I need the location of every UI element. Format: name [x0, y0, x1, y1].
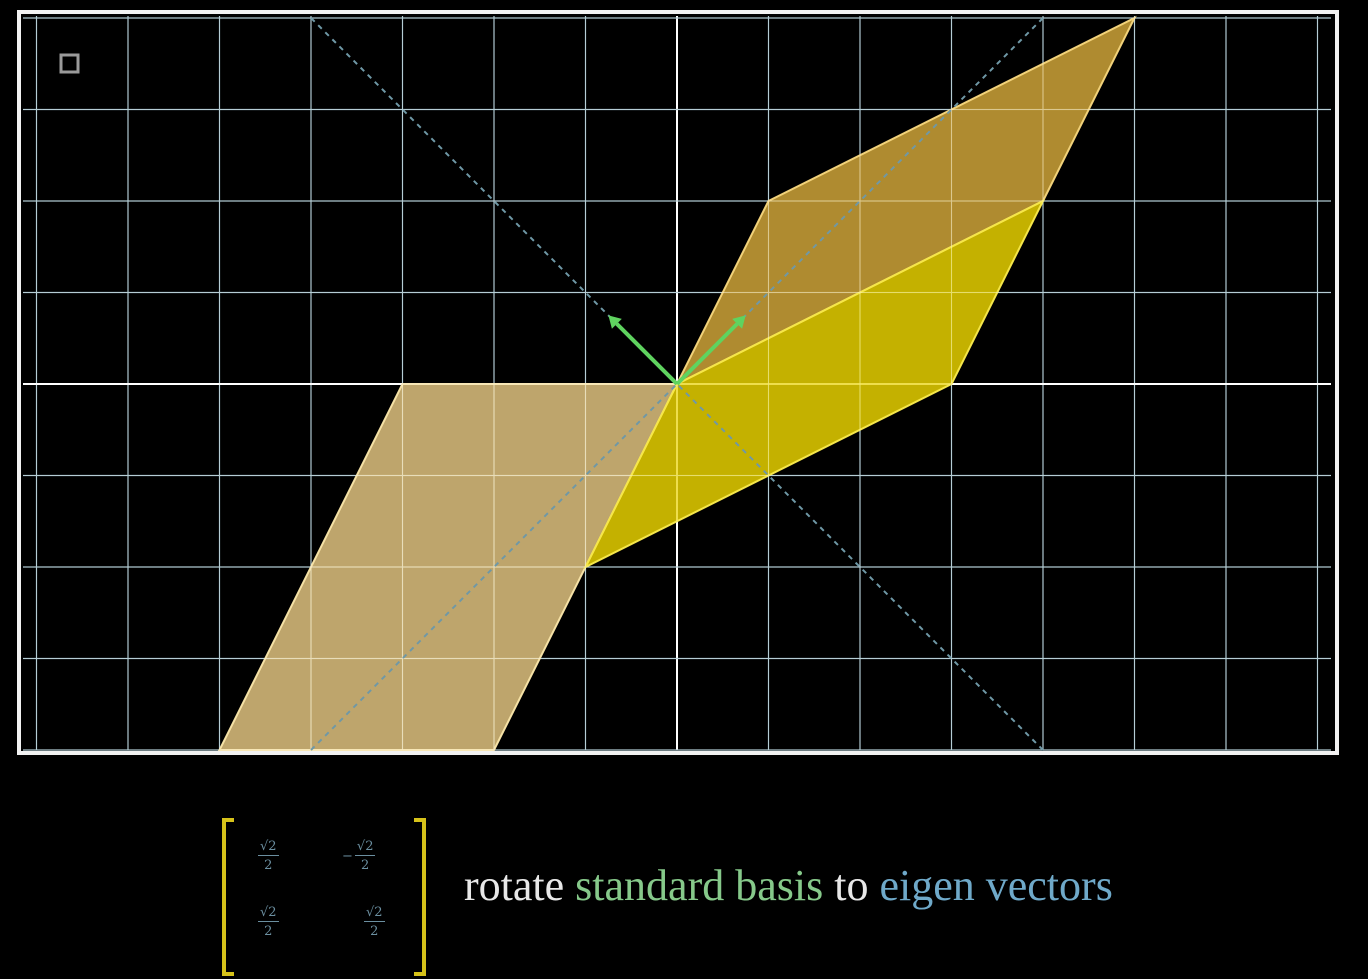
yellow-parallelogram	[583, 198, 1046, 570]
caption-eigen-vectors: eigen vectors	[879, 861, 1113, 910]
caption-to: to	[834, 861, 869, 910]
matrix-left-bracket	[222, 818, 234, 976]
eigen-vector-lines	[310, 17, 1044, 751]
square-outline-icon	[59, 53, 80, 74]
matrix-entry-1-2: − √2 2	[342, 839, 376, 873]
basis-vector-head-1	[608, 315, 622, 329]
rotation-matrix: √2 2 − √2 2 √2 2 √2 2	[222, 818, 426, 976]
basis-vectors	[608, 315, 746, 386]
caption: rotate standard basis to eigen vectors	[464, 860, 1113, 911]
eigen-line-1	[310, 17, 1044, 751]
eigen-line-2	[310, 17, 1044, 751]
basis-vector-1	[615, 322, 679, 386]
basis-vector-head-2	[732, 315, 746, 329]
caption-rotate: rotate	[464, 861, 565, 910]
matrix-entry-2-2: √2 2	[364, 905, 385, 939]
transformed-shapes	[23, 15, 1331, 751]
caption-standard-basis: standard basis	[575, 861, 824, 910]
matrix-entry-1-1: √2 2	[258, 839, 279, 873]
light-parallelogram	[217, 383, 679, 751]
matrix-entry-2-1: √2 2	[258, 905, 279, 939]
matrix-right-bracket	[414, 818, 426, 976]
basis-vector-2	[675, 322, 739, 386]
grid-overlay	[23, 16, 1331, 751]
